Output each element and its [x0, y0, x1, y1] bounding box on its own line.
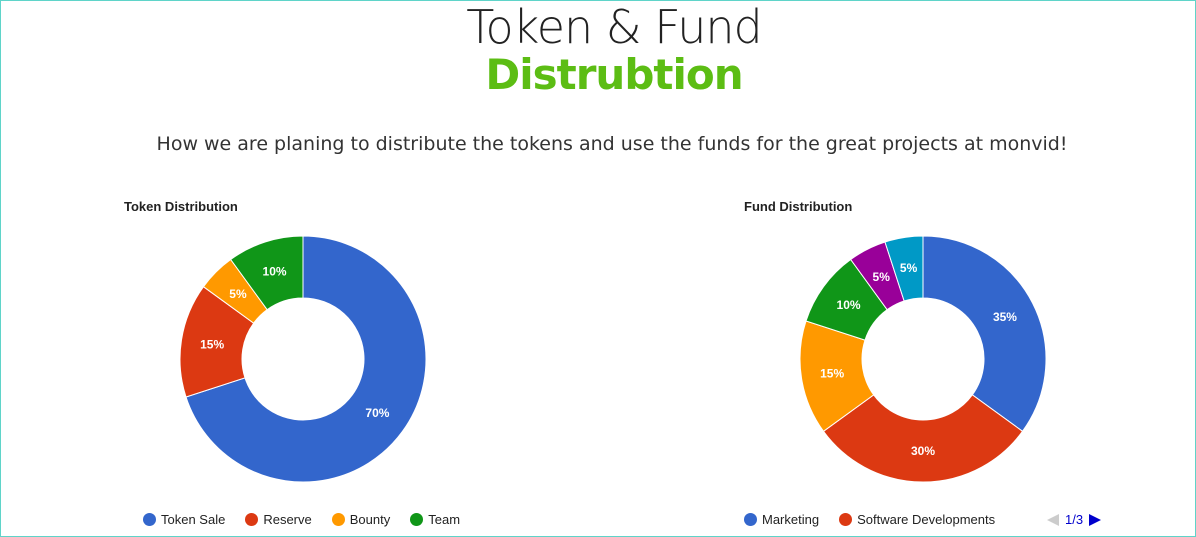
page-title-line2: Distrubtion [485, 50, 743, 99]
fund-slice-label-2: 15% [820, 366, 844, 380]
legend-item-software-developments[interactable]: Software Developments [839, 512, 995, 527]
legend-label: Team [428, 512, 461, 527]
fund-slice-label-0: 35% [993, 310, 1017, 324]
legend-label: Marketing [762, 512, 820, 527]
fund-slice-label-1: 30% [911, 444, 935, 458]
legend-label: Software Developments [857, 512, 996, 527]
page-subtitle: How we are planing to distribute the tok… [156, 133, 1068, 155]
legend-item-marketing[interactable]: Marketing [744, 512, 819, 527]
legend-item-team[interactable]: Team [410, 512, 460, 527]
fund-chart-title: Fund Distribution [744, 199, 853, 214]
pager-prev-icon[interactable] [1047, 513, 1059, 526]
fund-slice-label-5: 5% [900, 261, 918, 275]
pager-label: 1/3 [1065, 512, 1084, 527]
token-slice-label-0: 70% [365, 406, 389, 420]
fund-slice-0[interactable] [922, 235, 1047, 432]
fund-slice-label-4: 5% [873, 270, 891, 284]
token-chart-legend: Token Sale Reserve Bounty Team [143, 512, 480, 527]
legend-dot [331, 513, 345, 526]
legend-label: Bounty [349, 512, 391, 527]
legend-item-token-sale[interactable]: Token Sale [143, 512, 225, 527]
legend-dot [245, 513, 259, 526]
fund-slice-5[interactable] [884, 235, 924, 302]
legend-dot [839, 513, 853, 526]
token-chart-title: Token Distribution [124, 199, 238, 214]
fund-chart-legend: Marketing Software Developments [744, 512, 1015, 527]
legend-label: Token Sale [161, 512, 226, 527]
legend-item-bounty[interactable]: Bounty [331, 512, 391, 527]
token-slice-0[interactable] [185, 235, 427, 483]
legend-dot [744, 513, 757, 526]
page-title-line1: Token & Fund [466, 0, 762, 54]
legend-item-reserve[interactable]: Reserve [245, 512, 312, 527]
pager-next-icon[interactable] [1089, 513, 1102, 526]
fund-slice-label-3: 10% [837, 298, 861, 312]
legend-pager: 1/3 [1047, 512, 1102, 527]
token-slice-label-1: 15% [200, 338, 224, 352]
fund-slice-1[interactable] [822, 394, 1024, 483]
token-slice-label-3: 10% [263, 265, 287, 279]
token-slice-3[interactable] [230, 235, 304, 311]
legend-dot [143, 513, 156, 526]
legend-dot [410, 513, 424, 526]
token-slice-label-2: 5% [229, 287, 247, 301]
legend-label: Reserve [263, 512, 312, 527]
